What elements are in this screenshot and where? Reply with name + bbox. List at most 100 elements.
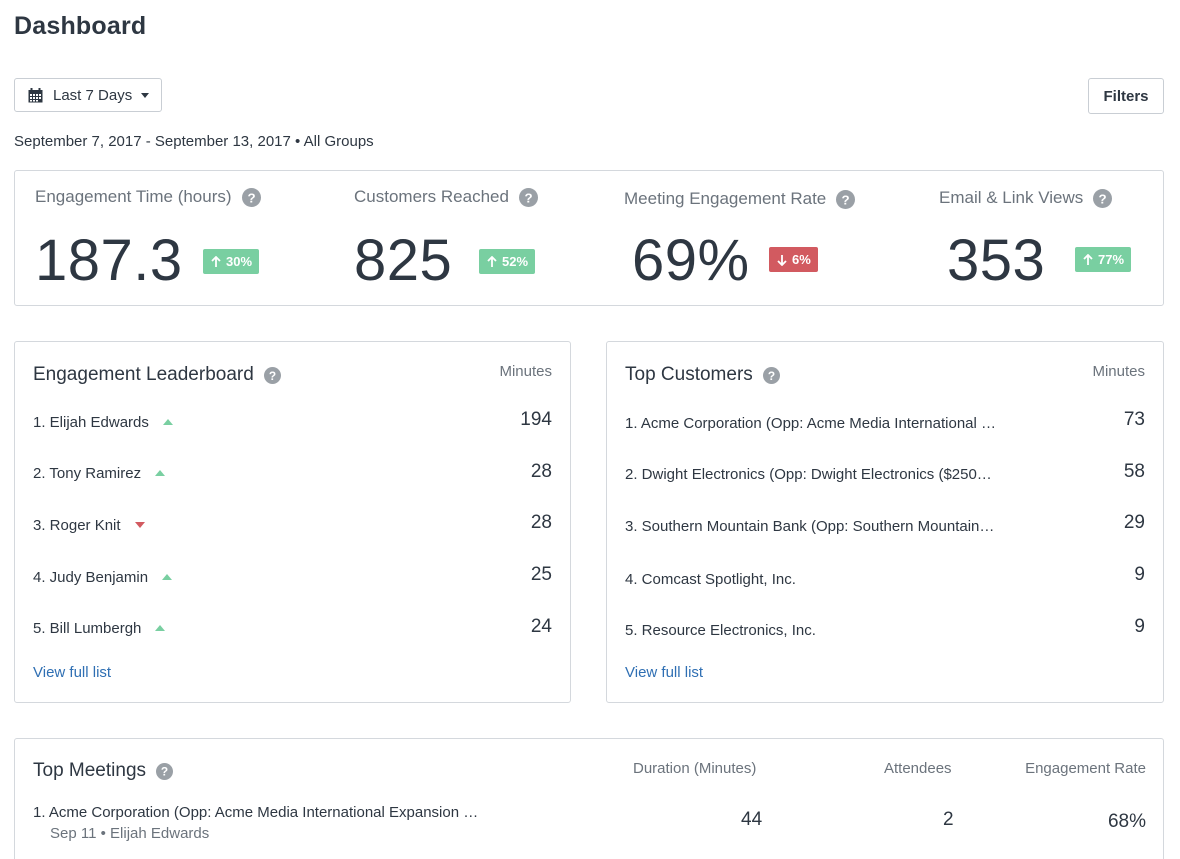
kpi-label: Engagement Time (hours): [35, 187, 232, 206]
customer-row[interactable]: 1. Acme Corporation (Opp: Acme Media Int…: [625, 409, 1005, 437]
row-value: 25: [530, 564, 552, 585]
svg-text:?: ?: [161, 764, 168, 778]
attendees-column-header: Attendees: [884, 760, 952, 777]
svg-text:?: ?: [247, 190, 255, 205]
customer-row[interactable]: 3. Southern Mountain Bank (Opp: Southern…: [625, 512, 1005, 540]
meeting-meta-separator: •: [100, 825, 106, 842]
leaderboard-row[interactable]: 2. Tony Ramirez: [33, 459, 166, 487]
leaderboard-row[interactable]: 5. Bill Lumbergh: [33, 614, 166, 642]
svg-text:?: ?: [1099, 191, 1107, 206]
engagement-leaderboard-card: Engagement Leaderboard ? Minutes 1. Elij…: [14, 341, 571, 703]
help-icon[interactable]: ?: [762, 366, 780, 384]
view-full-list-link[interactable]: View full list: [625, 664, 704, 681]
change-value: 6%: [792, 252, 811, 267]
customer-row[interactable]: 5. Resource Electronics, Inc.: [625, 616, 1005, 644]
kpi-label-wrap: Email & Link Views ?: [939, 188, 1113, 208]
row-value: 9: [1134, 616, 1145, 637]
row-value: 58: [1123, 461, 1145, 482]
help-icon[interactable]: ?: [836, 189, 856, 209]
top-customers-title: Top Customers: [625, 364, 753, 385]
change-badge: 52%: [479, 249, 536, 274]
group-text: All Groups: [303, 133, 374, 150]
change-value: 30%: [226, 254, 253, 269]
meeting-duration: 44: [741, 809, 763, 830]
arrow-down-icon: [777, 254, 787, 266]
row-label: 1. Elijah Edwards: [33, 413, 149, 431]
filters-button[interactable]: Filters: [1088, 78, 1164, 114]
arrow-up-icon: [211, 255, 221, 267]
kpi-label-wrap: Engagement Time (hours) ?: [35, 187, 261, 207]
card-heading: Top Meetings ?: [33, 760, 174, 782]
caret-down-icon: [141, 92, 150, 98]
svg-text:?: ?: [768, 368, 775, 382]
help-icon[interactable]: ?: [241, 187, 261, 207]
page-title: Dashboard: [14, 12, 147, 40]
triangle-up-icon: [162, 574, 173, 580]
top-meetings-card: Top Meetings ? Duration (Minutes) Attend…: [14, 738, 1164, 859]
kpi-label-wrap: Meeting Engagement Rate ?: [624, 189, 856, 209]
date-range-text: September 7, 2017 - September 13, 2017: [14, 133, 291, 150]
date-range-label: Last 7 Days: [53, 86, 133, 104]
view-full-list-link[interactable]: View full list: [33, 664, 112, 681]
row-label: 4. Comcast Spotlight, Inc.: [625, 570, 796, 588]
top-meetings-title: Top Meetings: [33, 760, 147, 781]
leaderboard-row[interactable]: 4. Judy Benjamin: [33, 563, 173, 591]
minutes-column-header: Minutes: [1092, 363, 1145, 380]
row-value: 194: [520, 409, 552, 430]
row-label: 1. Acme Corporation (Opp: Acme Media Int…: [625, 414, 997, 432]
row-label: 4. Judy Benjamin: [33, 568, 149, 586]
row-label: 3. Roger Knit: [33, 516, 121, 534]
kpi-value: 69%: [632, 228, 750, 293]
row-value: 29: [1123, 512, 1145, 533]
kpi-label: Email & Link Views: [939, 188, 1084, 207]
meeting-date: Sep 11: [50, 825, 97, 842]
kpi-label: Meeting Engagement Rate: [624, 189, 827, 208]
card-heading: Top Customers ?: [625, 364, 780, 386]
customer-row[interactable]: 4. Comcast Spotlight, Inc.: [625, 565, 1005, 593]
minutes-column-header: Minutes: [499, 363, 552, 380]
triangle-down-icon: [134, 522, 145, 528]
customer-row[interactable]: 2. Dwight Electronics (Opp: Dwight Elect…: [625, 460, 1005, 488]
row-value: 24: [530, 616, 552, 637]
svg-text:?: ?: [524, 190, 532, 205]
leaderboard-row[interactable]: 3. Roger Knit: [33, 511, 145, 539]
row-label: 5. Bill Lumbergh: [33, 619, 142, 637]
change-badge: 77%: [1075, 247, 1132, 272]
help-icon[interactable]: ?: [263, 366, 281, 384]
kpi-value: 353: [947, 228, 1046, 293]
duration-column-header: Duration (Minutes): [633, 760, 757, 777]
leaderboard-row[interactable]: 1. Elijah Edwards: [33, 408, 173, 436]
kpi-meeting-engagement-rate: Meeting Engagement Rate ? 69% 6%: [624, 171, 914, 305]
change-badge: 30%: [203, 249, 260, 274]
kpi-customers-reached: Customers Reached ? 825 52%: [354, 171, 614, 305]
calendar-icon: [28, 87, 43, 102]
kpi-value: 825: [354, 228, 453, 293]
change-value: 77%: [1098, 252, 1125, 267]
triangle-up-icon: [155, 470, 166, 476]
help-icon[interactable]: ?: [156, 762, 174, 780]
row-value: 28: [530, 512, 552, 533]
svg-text:?: ?: [842, 192, 850, 207]
row-label: 2. Dwight Electronics (Opp: Dwight Elect…: [625, 465, 992, 483]
kpi-summary-card: Engagement Time (hours) ? 187.3 30% Cust…: [14, 170, 1164, 306]
row-value: 28: [530, 461, 552, 482]
kpi-label-wrap: Customers Reached ?: [354, 187, 538, 207]
kpi-engagement-time: Engagement Time (hours) ? 187.3 30%: [35, 171, 325, 305]
leaderboard-title: Engagement Leaderboard: [33, 364, 254, 385]
row-value: 9: [1134, 564, 1145, 585]
change-badge: 6%: [769, 247, 818, 272]
row-label: 3. Southern Mountain Bank (Opp: Southern…: [625, 517, 995, 535]
help-icon[interactable]: ?: [1093, 188, 1113, 208]
row-value: 73: [1123, 409, 1145, 430]
summary-separator: •: [295, 133, 301, 150]
help-icon[interactable]: ?: [518, 187, 538, 207]
meeting-engagement-rate: 68%: [1107, 811, 1146, 832]
row-label: 2. Tony Ramirez: [33, 464, 142, 482]
top-customers-card: Top Customers ? Minutes 1. Acme Corporat…: [606, 341, 1164, 703]
kpi-email-link-views: Email & Link Views ? 353 77%: [939, 171, 1159, 305]
meeting-title[interactable]: 1. Acme Corporation (Opp: Acme Media Int…: [33, 804, 479, 821]
date-range-dropdown[interactable]: Last 7 Days: [14, 78, 162, 112]
row-label: 5. Resource Electronics, Inc.: [625, 621, 816, 639]
kpi-value: 187.3: [35, 228, 183, 293]
